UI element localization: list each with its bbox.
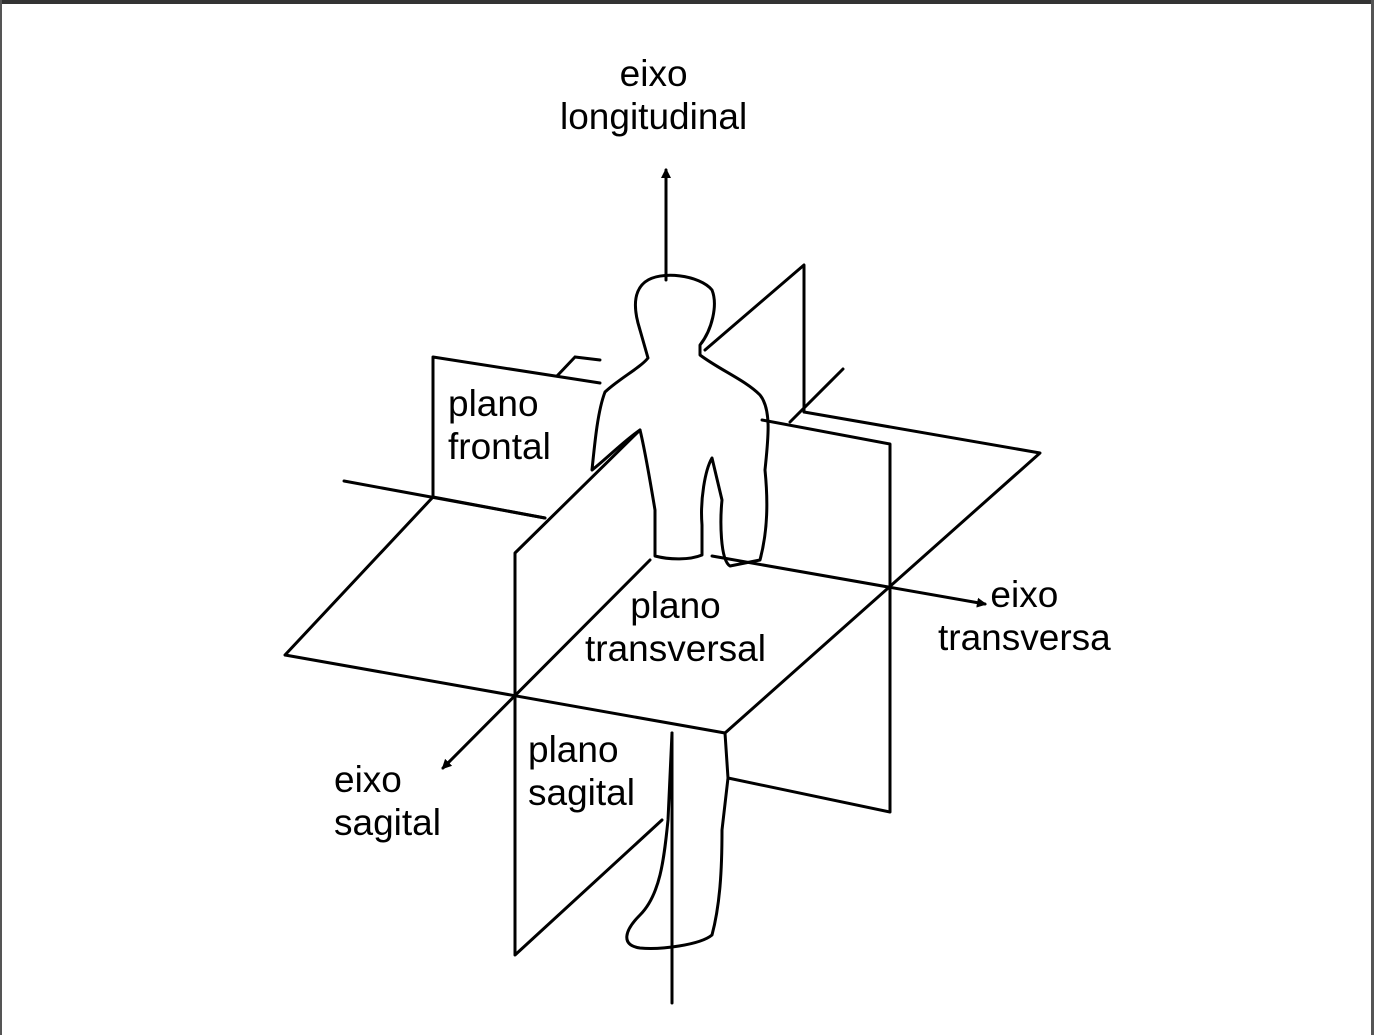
top-border [0, 0, 1374, 4]
transverse-axis-label: eixo transversa [938, 573, 1111, 659]
right-border [1371, 0, 1374, 1035]
human-figure [590, 273, 770, 568]
frontal-plane-label-line1: plano [448, 383, 539, 424]
sagittal-axis-label-line1: eixo [334, 759, 402, 800]
longitudinal-axis-label-line1: eixo [619, 53, 688, 94]
frontal-plane-right [726, 418, 892, 814]
transverse-plane [283, 410, 1042, 735]
sagittal-axis-back [788, 367, 845, 424]
transverse-axis-label-line1: eixo [990, 574, 1059, 615]
sagittal-axis-label: eixo sagital [334, 758, 441, 844]
left-border [0, 0, 2, 1035]
sagittal-plane-back [703, 263, 806, 414]
sagittal-plane-front [513, 428, 664, 957]
frontal-plane-label-line2: frontal [448, 426, 551, 467]
frontal-axis-line [342, 479, 547, 520]
longitudinal-axis-label: eixo longitudinal [560, 52, 747, 138]
longitudinal-axis-label-line2: longitudinal [560, 96, 748, 137]
frontal-plane [431, 355, 602, 499]
sagittal-axis [441, 558, 652, 770]
sagittal-plane-label-line1: plano [528, 729, 619, 770]
transverse-axis-label-line2: transversa [938, 617, 1111, 658]
sagittal-plane-label: plano sagital [528, 728, 635, 814]
transversal-plane-label-line2: transversal [585, 628, 766, 669]
transversal-plane-label: plano transversal [585, 584, 766, 670]
sagittal-plane-label-line2: sagital [528, 772, 635, 813]
sagittal-axis-label-line2: sagital [334, 802, 441, 843]
frontal-plane-label: plano frontal [448, 382, 551, 468]
transverse-axis [710, 554, 987, 608]
transversal-plane-label-line1: plano [630, 585, 721, 626]
human-legs [625, 731, 730, 950]
